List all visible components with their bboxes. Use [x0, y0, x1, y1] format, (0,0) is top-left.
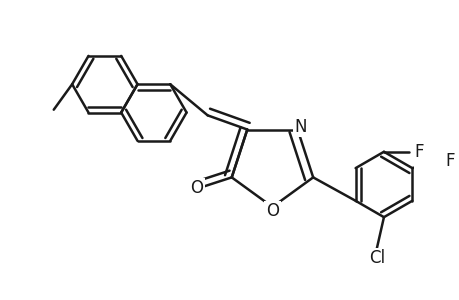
Text: Cl: Cl: [368, 249, 384, 267]
Text: F: F: [414, 143, 423, 161]
Text: O: O: [265, 202, 278, 220]
Text: F: F: [445, 152, 454, 170]
Text: N: N: [294, 118, 306, 136]
Text: O: O: [190, 179, 202, 197]
